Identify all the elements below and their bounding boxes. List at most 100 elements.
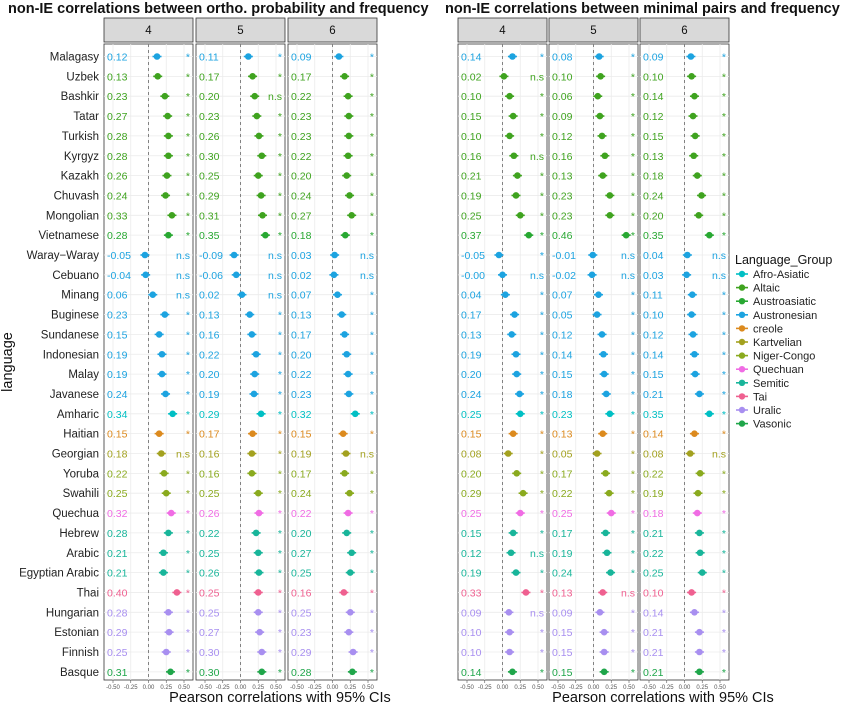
data-point <box>693 509 701 517</box>
significance-label: * <box>631 369 635 381</box>
significance-label: * <box>186 310 190 322</box>
value-label: 0.32 <box>291 409 312 421</box>
value-label: 0.25 <box>291 607 312 619</box>
significance-label: * <box>631 508 635 520</box>
value-label: 0.25 <box>291 568 312 580</box>
legend-key-dot <box>738 338 746 346</box>
data-point <box>251 370 258 378</box>
data-point <box>600 628 608 636</box>
significance-label: * <box>186 91 190 103</box>
value-label: 0.17 <box>199 71 220 83</box>
value-label: 0.31 <box>107 667 128 679</box>
value-label: 0.17 <box>199 429 220 441</box>
significance-label: * <box>722 369 726 381</box>
data-point <box>506 132 513 140</box>
legend-entry: Semitic <box>753 378 790 390</box>
x-tick-label: 0.50 <box>178 685 190 691</box>
data-point <box>257 192 265 199</box>
data-point <box>602 470 609 477</box>
value-label: 0.09 <box>461 607 482 619</box>
legend-key-dot <box>738 406 746 414</box>
data-point <box>516 390 523 398</box>
data-point <box>165 152 172 160</box>
data-point <box>246 311 254 318</box>
significance-label: * <box>186 468 190 480</box>
language-label: Swahili <box>63 488 99 500</box>
significance-label: * <box>631 647 635 659</box>
significance-label: * <box>278 667 282 679</box>
legend-entry: Afro-Asiatic <box>753 269 810 281</box>
significance-label: n.s <box>176 290 190 302</box>
data-point <box>516 212 524 219</box>
significance-label: * <box>370 627 374 639</box>
data-point <box>694 489 702 497</box>
data-point <box>158 370 166 378</box>
value-label: 0.15 <box>107 429 128 441</box>
value-label: 0.07 <box>291 290 312 302</box>
value-label: 0.21 <box>107 548 128 560</box>
data-point <box>706 231 713 239</box>
value-label: 0.19 <box>107 349 128 361</box>
significance-label: n.s <box>712 270 726 282</box>
significance-label: * <box>540 429 544 441</box>
data-point <box>335 53 343 60</box>
significance-label: n.s <box>360 449 374 461</box>
value-label: 0.20 <box>643 210 664 222</box>
data-point <box>599 172 607 179</box>
value-label: 0.30 <box>199 647 220 659</box>
value-label: 0.24 <box>107 389 128 401</box>
data-point <box>344 92 352 100</box>
value-label: 0.12 <box>643 111 664 123</box>
data-point <box>161 92 169 100</box>
data-point <box>622 231 630 239</box>
language-label: Cebuano <box>52 270 99 282</box>
data-point <box>696 390 703 398</box>
data-point <box>606 410 614 418</box>
value-label: 0.10 <box>461 627 482 639</box>
data-point <box>691 430 698 437</box>
data-point <box>344 509 352 517</box>
language-label: Hebrew <box>59 528 99 540</box>
value-label: 0.14 <box>643 607 664 619</box>
significance-label: * <box>631 329 635 341</box>
language-label: Amharic <box>57 409 99 421</box>
value-label: 0.16 <box>291 587 312 599</box>
x-tick-label: 0.00 <box>235 685 247 691</box>
significance-label: * <box>370 210 374 222</box>
significance-label: * <box>722 52 726 64</box>
data-point <box>155 331 163 338</box>
significance-label: * <box>370 607 374 619</box>
significance-label: * <box>631 131 635 143</box>
x-tick-label: -0.25 <box>660 685 674 691</box>
data-point <box>251 92 258 100</box>
value-label: 0.23 <box>291 389 312 401</box>
data-point <box>522 589 530 596</box>
data-point <box>250 390 258 398</box>
significance-label: * <box>278 587 282 599</box>
data-point <box>689 291 696 299</box>
x-tick-label: -0.25 <box>478 685 492 691</box>
value-label: 0.21 <box>461 171 482 183</box>
significance-label: * <box>631 151 635 163</box>
data-point <box>342 450 350 457</box>
value-label: 0.06 <box>107 290 128 302</box>
value-label: 0.12 <box>461 548 482 560</box>
value-label: 0.29 <box>461 488 482 500</box>
significance-label: * <box>722 548 726 560</box>
data-point <box>173 589 181 596</box>
significance-label: * <box>631 230 635 242</box>
x-tick-label: -0.50 <box>551 685 565 691</box>
value-label: 0.12 <box>552 329 573 341</box>
value-label: 0.16 <box>199 329 220 341</box>
value-label: 0.25 <box>199 607 220 619</box>
value-label: 0.15 <box>107 329 128 341</box>
significance-label: * <box>186 627 190 639</box>
value-label: 0.09 <box>291 52 312 64</box>
data-point <box>162 648 170 656</box>
data-point <box>232 271 240 279</box>
value-label: 0.12 <box>107 52 128 64</box>
value-label: 0.18 <box>291 230 312 242</box>
data-point <box>512 192 520 199</box>
language-label: Turkish <box>62 131 99 143</box>
data-point <box>691 92 698 100</box>
